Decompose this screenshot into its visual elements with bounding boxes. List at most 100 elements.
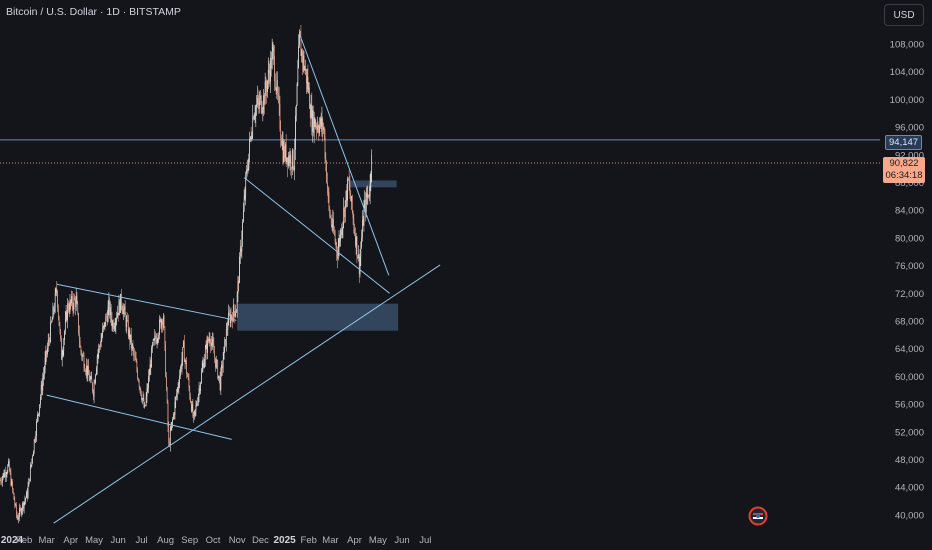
candle-body	[308, 87, 310, 90]
candle-body	[311, 104, 313, 132]
candle-body	[108, 299, 110, 307]
candle-body	[306, 69, 307, 84]
candle-body	[314, 117, 316, 127]
candle-body	[328, 192, 330, 208]
candle-body	[111, 318, 113, 327]
candle-body	[338, 238, 340, 248]
candle-body	[18, 516, 20, 520]
candle-body	[175, 397, 177, 403]
candle-body	[273, 46, 275, 56]
candle-body	[118, 300, 120, 316]
currency-button[interactable]: USD	[884, 4, 924, 26]
candle-body	[309, 108, 311, 118]
x-tick-label: 2025	[273, 535, 296, 546]
candle-body	[352, 211, 354, 219]
candle-body	[93, 382, 95, 397]
candle-body	[9, 470, 11, 473]
candle-body	[41, 384, 43, 391]
candle-body	[75, 299, 76, 308]
candle-body	[218, 375, 219, 379]
candle-body	[215, 357, 216, 368]
candle-body	[64, 331, 65, 340]
candle-body	[40, 384, 42, 397]
candle-body	[90, 376, 92, 379]
candle-body	[226, 329, 228, 330]
candle-body	[370, 172, 372, 183]
candle-body	[127, 320, 128, 322]
candle-body	[278, 93, 279, 97]
candle-body	[141, 394, 142, 401]
candle-body	[82, 354, 84, 357]
candle-body	[80, 346, 82, 352]
candle-body	[292, 149, 293, 169]
candle-body	[292, 149, 294, 168]
candle-body	[221, 364, 222, 371]
candle-body	[44, 358, 46, 370]
candle-body	[114, 326, 116, 327]
candle-body	[63, 339, 65, 351]
candle-body	[202, 363, 204, 368]
candle-body	[40, 396, 41, 405]
candle-body	[358, 254, 360, 274]
candle-body	[300, 37, 302, 56]
candle-body	[368, 194, 369, 197]
candle-body	[245, 173, 247, 196]
candle-body	[253, 116, 254, 120]
y-tick-label: 52,000	[895, 427, 924, 438]
candle-body	[37, 414, 39, 416]
candle-body	[103, 322, 105, 327]
x-tick-label: Apr	[347, 535, 362, 546]
candle-body	[26, 491, 28, 498]
candle-body	[321, 118, 323, 128]
candle-body	[158, 335, 159, 340]
candle-body	[172, 419, 173, 422]
y-tick-label: 80,000	[895, 233, 924, 244]
candle-body	[210, 340, 212, 347]
candle-body	[270, 58, 271, 82]
candle-body	[140, 388, 142, 395]
trendline-2	[53, 264, 441, 524]
candle-body	[304, 69, 306, 71]
candle-body	[261, 111, 263, 113]
candle-body	[35, 435, 37, 441]
candle-body	[235, 312, 236, 317]
candle-body	[33, 451, 34, 457]
x-tick-label: Jul	[419, 535, 431, 546]
candle-body	[38, 412, 40, 415]
candle-body	[306, 76, 308, 84]
candle-body	[305, 69, 306, 70]
candle-body	[331, 224, 333, 228]
candle-body	[275, 88, 277, 92]
supply-demand-zones	[237, 180, 399, 331]
candle-body	[55, 289, 57, 293]
candle-body	[64, 319, 66, 332]
candle-body	[50, 321, 51, 343]
level-price-tag: 94,147	[885, 135, 923, 150]
candle-body	[127, 320, 129, 337]
candle-body	[174, 402, 176, 415]
price-axis[interactable]: 40,000 44,000 48,000 52,000 56,000 60,000 64,0…	[890, 40, 924, 522]
candle-body	[330, 217, 332, 225]
candle-body	[302, 55, 304, 63]
candle-body	[94, 382, 96, 384]
y-tick-label: 44,000	[895, 483, 924, 494]
candle-body	[87, 365, 89, 376]
candle-body	[316, 125, 317, 129]
candle-body	[115, 319, 117, 327]
candle-body	[280, 128, 282, 139]
candle-body	[141, 398, 143, 401]
candle-body	[364, 199, 366, 207]
candle-body	[25, 498, 27, 501]
candle-body	[135, 359, 137, 362]
candle-body	[342, 222, 344, 229]
candle-body	[264, 81, 266, 105]
candle-body	[324, 136, 326, 159]
candle-body	[49, 340, 51, 343]
candle-body	[33, 439, 35, 452]
candle-body	[66, 311, 68, 321]
flag-logo-icon[interactable]	[748, 506, 768, 526]
candle-body	[295, 115, 296, 150]
candle-body	[13, 493, 15, 500]
